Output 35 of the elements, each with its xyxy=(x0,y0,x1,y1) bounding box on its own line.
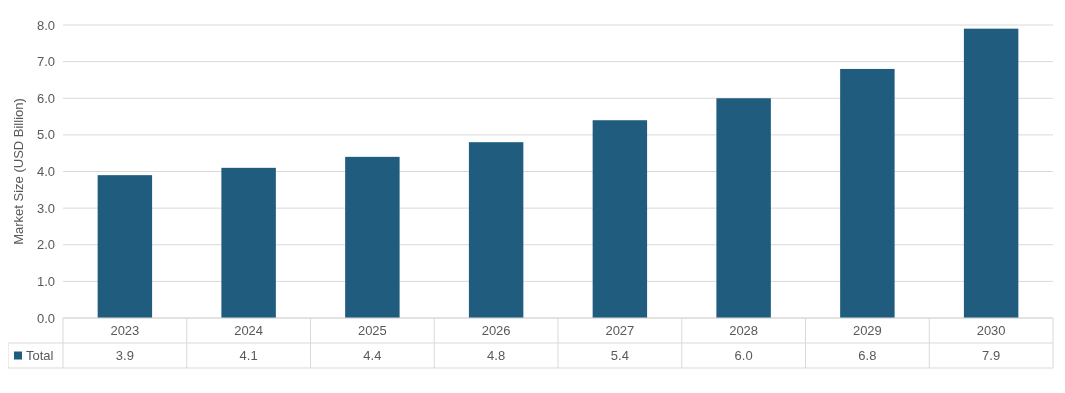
y-tick-label: 2.0 xyxy=(36,237,55,253)
bar xyxy=(840,68,895,318)
bar xyxy=(345,156,400,318)
bar xyxy=(592,120,648,318)
x-tick-label: 2030 xyxy=(976,323,1006,339)
data-label: 7.9 xyxy=(982,348,1001,364)
x-tick-label: 2028 xyxy=(729,323,759,339)
legend-label: Total xyxy=(26,348,54,364)
data-label: 5.4 xyxy=(610,348,629,364)
x-tick-label: 2023 xyxy=(110,323,140,339)
data-label: 3.9 xyxy=(115,348,134,364)
y-tick-label: 6.0 xyxy=(36,90,55,106)
bar xyxy=(97,175,153,318)
data-label: 4.4 xyxy=(363,348,382,364)
y-tick-label: 8.0 xyxy=(36,17,55,33)
y-tick-label: 3.0 xyxy=(36,200,55,216)
data-label: 4.8 xyxy=(487,348,506,364)
bar xyxy=(468,142,524,318)
data-label: 4.1 xyxy=(239,348,258,364)
x-tick-label: 2027 xyxy=(605,323,635,339)
bar xyxy=(963,28,1019,318)
y-tick-label: 7.0 xyxy=(36,54,55,70)
y-tick-label: 4.0 xyxy=(36,164,55,180)
data-label: 6.0 xyxy=(734,348,753,364)
data-label: 6.8 xyxy=(858,348,877,364)
y-tick-label: 5.0 xyxy=(36,127,55,143)
x-tick-label: 2026 xyxy=(481,323,511,339)
y-tick-label: 1.0 xyxy=(36,273,55,289)
y-tick-label: 0.0 xyxy=(36,310,55,326)
x-tick-label: 2024 xyxy=(234,323,264,339)
y-axis-title: Market Size (USD Billion) xyxy=(10,98,26,245)
bar xyxy=(221,167,276,318)
x-tick-label: 2025 xyxy=(357,323,387,339)
bar xyxy=(716,98,771,318)
x-tick-label: 2029 xyxy=(852,323,882,339)
